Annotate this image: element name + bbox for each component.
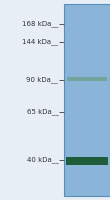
- Text: 40 kDa__: 40 kDa__: [27, 157, 58, 163]
- Text: 90 kDa__: 90 kDa__: [26, 77, 58, 83]
- Text: 168 kDa__: 168 kDa__: [22, 21, 58, 27]
- Bar: [66, 157, 108, 165]
- Text: 65 kDa__: 65 kDa__: [27, 109, 58, 115]
- Bar: [64, 4, 110, 196]
- Text: 144 kDa__: 144 kDa__: [22, 39, 58, 45]
- Bar: [67, 77, 107, 81]
